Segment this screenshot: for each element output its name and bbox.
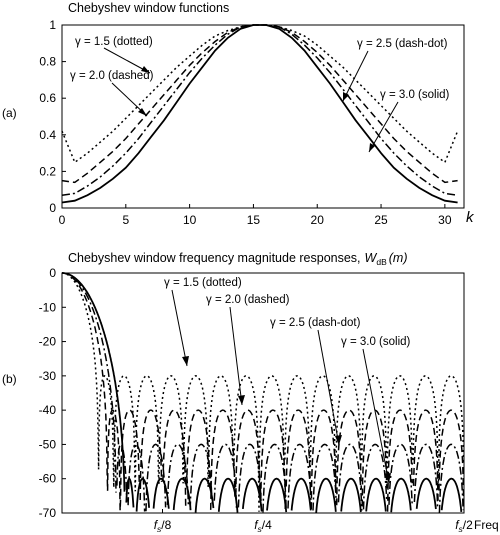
panel-b-y-tick-label: -40	[39, 403, 57, 417]
panel-a-arrowhead-gamma-1-5	[141, 66, 150, 73]
panel-a-y-tick-label: 0	[49, 201, 56, 215]
panel-b-y-tick-label: -70	[39, 506, 57, 520]
panel-a-title: Chebyshev window functions	[68, 1, 229, 15]
panel-a-series-2-0-dashed	[61, 24, 458, 184]
panel-b-y-tick-label: -10	[39, 300, 57, 314]
panel-b-arrow-gamma-2-0	[229, 306, 243, 406]
panel-a-y-tick-label: 0.6	[39, 91, 56, 105]
panel-b-annotation-gamma-3-0: γ = 3.0 (solid)	[341, 336, 411, 348]
panel-b-series-3-0-solid	[62, 272, 463, 513]
panel-a-chart: (a) Chebyshev window functions 0 5 10 15 20 2…	[2, 1, 475, 227]
panel-b-title-text: Chebyshev window frequency magnitude res…	[68, 251, 361, 265]
panel-a-x-label: k	[466, 209, 475, 226]
panel-a-arrowhead-gamma-3-0	[369, 143, 375, 152]
panel-b-arrow-gamma-1-5	[171, 289, 188, 367]
panel-b-annotation-gamma-2-0: γ = 2.0 (dashed)	[206, 294, 290, 306]
panel-b-label: (b)	[2, 372, 17, 386]
panel-b-y-tick-label: 0	[49, 266, 56, 280]
panel-b-annotation-gamma-1-5: γ = 1.5 (dotted)	[164, 277, 242, 289]
panel-a-series-2-5-dash-dot	[61, 24, 458, 196]
panel-b-series	[62, 272, 465, 513]
panel-a-x-tick-label: 20	[311, 213, 325, 227]
panel-b-x-tick-label: fs/2	[455, 518, 473, 534]
panel-b-title-math-sub: dB	[376, 257, 387, 267]
panel-a-arrowhead-gamma-2-5	[343, 92, 349, 101]
panel-a-annotation-gamma-1-5: γ = 1.5 (dotted)	[75, 36, 153, 48]
panel-b-x-tick-label: fs/8	[154, 518, 172, 534]
panel-b-arrow-gamma-3-0	[362, 348, 390, 484]
panel-a-x-tick-label: 25	[374, 213, 388, 227]
panel-a-y-tick-label: 1	[49, 18, 56, 32]
panel-a-y-tick-label: 0.8	[39, 55, 56, 69]
panel-b-y-tick-label: -60	[39, 472, 57, 486]
panel-b-chart: (b) Chebyshev window frequency magnitude…	[2, 251, 499, 534]
panel-a-x-tick-label: 0	[59, 213, 66, 227]
panel-b-title: Chebyshev window frequency magnitude res…	[68, 251, 408, 267]
panel-a-series-3-0-solid	[61, 24, 458, 204]
panel-b-x-label: Freq	[474, 518, 499, 532]
panel-b-axes: 0 -10 -20 -30 -40 -50 -60 -70 fs/8 fs/4 fs/2	[39, 266, 473, 534]
panel-b-arrowhead-gamma-2-0	[238, 395, 245, 405]
panel-a-arrow-gamma-3-0	[368, 101, 399, 153]
panel-b-arrowhead-gamma-2-5	[335, 435, 342, 445]
panel-b-series-1-5-dotted	[62, 272, 465, 512]
panel-a-arrowhead-gamma-2-0	[138, 108, 147, 116]
panel-a-x-tick-label: 10	[183, 213, 197, 227]
panel-b-arrow-gamma-2-5	[317, 329, 340, 446]
panel-b-y-tick-label: -50	[39, 437, 57, 451]
panel-a-label: (a)	[2, 106, 17, 120]
panel-b-arrowhead-gamma-3-0	[384, 473, 391, 483]
panel-a-annotation-gamma-2-5: γ = 2.5 (dash-dot)	[357, 38, 448, 50]
panel-b-series-2-5-dash-dot	[62, 272, 464, 513]
panel-a-series	[61, 24, 459, 204]
panel-a-arrow-gamma-2-5	[342, 50, 369, 102]
panel-a-x-tick-label: 30	[438, 213, 452, 227]
panel-b-y-tick-label: -20	[39, 335, 57, 349]
panel-a-y-tick-label: 0.4	[39, 128, 56, 142]
panel-b-arrowhead-gamma-1-5	[182, 356, 189, 366]
panel-b-title-math: W	[365, 251, 378, 265]
panel-a-axes: 0 5 10 15 20 25 30 0 0.2 0.4 0.6 0.8 1	[39, 18, 465, 227]
panel-a-x-tick-label: 5	[122, 213, 129, 227]
panel-a-annotation-gamma-3-0: γ = 3.0 (solid)	[380, 89, 450, 101]
panel-b-y-tick-label: -30	[39, 369, 57, 383]
panel-b-annotation-gamma-2-5: γ = 2.5 (dash-dot)	[270, 317, 361, 329]
panel-a-annotation-gamma-2-0: γ = 2.0 (dashed)	[70, 70, 154, 82]
panel-a-x-tick-label: 15	[247, 213, 261, 227]
panel-b-plot-frame	[61, 272, 465, 514]
panel-b-series-2-0-dashed	[62, 272, 465, 512]
panel-a-plot-frame	[61, 24, 465, 209]
panel-b-title-math-arg: (m)	[389, 251, 408, 265]
panel-a-y-tick-label: 0.2	[39, 164, 56, 178]
panel-b-x-tick-label: fs/4	[254, 518, 272, 534]
